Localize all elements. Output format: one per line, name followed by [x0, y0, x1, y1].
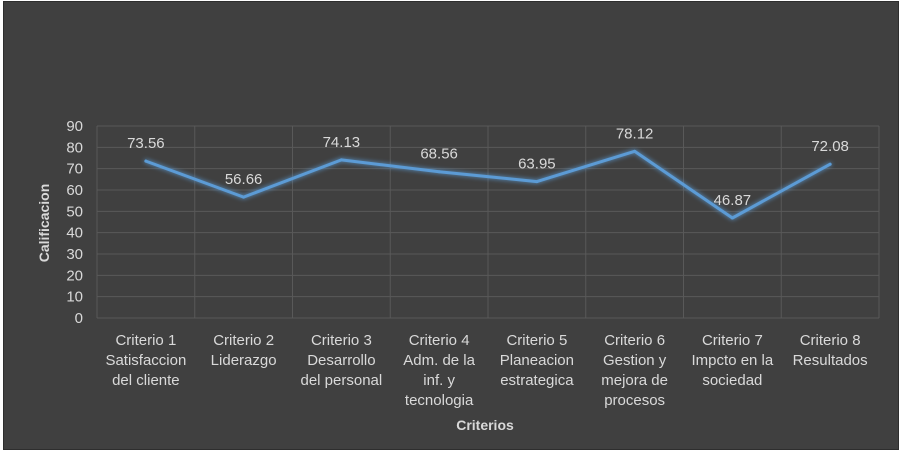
- data-point: [633, 149, 637, 153]
- x-tick-label: Criterio 5 Planeacion estrategica: [500, 332, 574, 389]
- x-axis-ticks: Criterio 1 Satisfaccion del cliente Criteri…: [105, 332, 867, 409]
- y-tick-label: 70: [66, 161, 83, 178]
- x-tick-label: Criterio 6 Gestion y mejora de procesos: [601, 332, 668, 409]
- y-tick-label: 30: [66, 246, 83, 263]
- data-label: 73.56: [127, 135, 165, 152]
- x-tick-label: Criterio 8 Resultados: [793, 332, 868, 369]
- x-tick-label: Criterio 2 Liderazgo: [211, 332, 277, 369]
- data-point: [242, 195, 246, 199]
- x-tick-label: Criterio 7 Impcto en la sociedad: [692, 332, 774, 389]
- chart-area: 0 10 20 30 40 50 60 70 80 90 73.56 56.66 74.13 68.56…: [3, 1, 899, 450]
- data-point: [535, 180, 539, 184]
- y-axis-title: Calificacion: [36, 184, 52, 263]
- y-tick-label: 60: [66, 182, 83, 199]
- data-point: [437, 170, 441, 174]
- data-point: [828, 162, 832, 166]
- data-label: 72.08: [811, 138, 849, 155]
- data-label: 68.56: [420, 146, 458, 163]
- y-tick-label: 0: [75, 310, 83, 327]
- data-label: 78.12: [616, 125, 654, 142]
- data-label: 74.13: [323, 134, 361, 151]
- y-tick-label: 10: [66, 289, 83, 306]
- data-label: 56.66: [225, 171, 263, 188]
- series-line: [144, 149, 832, 220]
- data-label: 63.95: [518, 156, 556, 173]
- line-chart: 0 10 20 30 40 50 60 70 80 90 73.56 56.66 74.13 68.56…: [36, 118, 880, 433]
- x-tick-label: Criterio 1 Satisfaccion del cliente: [105, 332, 186, 389]
- y-axis-ticks: 0 10 20 30 40 50 60 70 80 90: [66, 118, 83, 327]
- y-tick-label: 90: [66, 118, 83, 135]
- data-point: [144, 159, 148, 163]
- y-tick-label: 40: [66, 225, 83, 242]
- data-point: [339, 158, 343, 162]
- x-tick-label: Criterio 3 Desarrollo del personal: [301, 332, 383, 389]
- x-tick-label: Criterio 4 Adm. de la inf. y tecnologia: [403, 332, 475, 409]
- y-tick-label: 20: [66, 267, 83, 284]
- series-layer: [144, 149, 832, 220]
- y-tick-label: 80: [66, 139, 83, 156]
- data-label: 46.87: [714, 192, 752, 209]
- data-point: [730, 216, 734, 220]
- x-axis-title: Criterios: [456, 417, 514, 433]
- data-labels: 73.56 56.66 74.13 68.56 63.95 78.12 46.87 72.08: [127, 125, 849, 209]
- y-tick-label: 50: [66, 203, 83, 220]
- gridlines: [96, 125, 880, 319]
